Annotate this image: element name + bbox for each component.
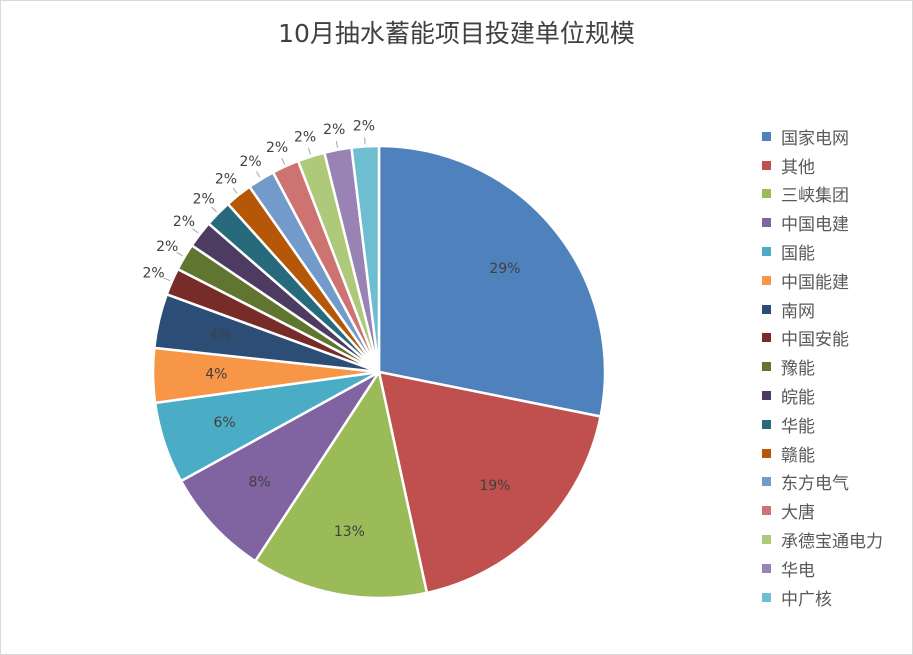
legend-swatch bbox=[762, 477, 771, 487]
legend-item: 大唐 bbox=[762, 496, 883, 525]
legend-label: 赣能 bbox=[781, 445, 815, 466]
legend-swatch bbox=[762, 592, 771, 602]
legend-item: 中广核 bbox=[762, 583, 883, 612]
leader-line bbox=[255, 171, 261, 178]
legend-label: 大唐 bbox=[781, 503, 815, 524]
pie-slice bbox=[350, 144, 381, 374]
legend-item: 国能 bbox=[762, 237, 883, 266]
data-label: 2% bbox=[239, 154, 261, 170]
data-label: 2% bbox=[353, 119, 375, 135]
legend-item: 南网 bbox=[762, 295, 883, 324]
legend-swatch bbox=[762, 362, 771, 372]
legend: 国家电网其他三峡集团中国电建国能中国能建南网中国安能豫能皖能华能赣能东方电气大唐… bbox=[762, 122, 883, 612]
legend-label: 三峡集团 bbox=[781, 186, 849, 207]
data-label: 2% bbox=[323, 122, 345, 138]
data-label: 29% bbox=[489, 261, 520, 277]
data-label: 2% bbox=[193, 191, 215, 207]
leader-line bbox=[307, 147, 311, 155]
legend-label: 华电 bbox=[781, 560, 815, 581]
legend-item: 皖能 bbox=[762, 381, 883, 410]
data-label: 6% bbox=[213, 415, 235, 431]
leader-line bbox=[281, 157, 286, 165]
leader-line bbox=[232, 187, 238, 194]
legend-swatch bbox=[762, 563, 771, 573]
legend-swatch bbox=[762, 160, 771, 170]
legend-label: 承德宝通电力 bbox=[781, 532, 883, 553]
data-label: 4% bbox=[209, 327, 231, 343]
data-label: 19% bbox=[479, 478, 510, 494]
legend-item: 赣能 bbox=[762, 439, 883, 468]
legend-label: 国家电网 bbox=[781, 128, 849, 149]
legend-label: 中国电建 bbox=[781, 215, 849, 236]
legend-item: 华能 bbox=[762, 410, 883, 439]
pie-slice bbox=[377, 370, 602, 595]
legend-label: 皖能 bbox=[781, 388, 815, 409]
legend-swatch bbox=[762, 506, 771, 516]
data-label: 2% bbox=[173, 214, 195, 230]
legend-swatch bbox=[762, 333, 771, 343]
legend-item: 豫能 bbox=[762, 352, 883, 381]
legend-label: 华能 bbox=[781, 416, 815, 437]
legend-swatch bbox=[762, 304, 771, 314]
legend-label: 东方电气 bbox=[781, 474, 849, 495]
legend-label: 南网 bbox=[781, 301, 815, 322]
legend-swatch bbox=[762, 247, 771, 257]
legend-swatch bbox=[762, 535, 771, 545]
pie-slice bbox=[253, 370, 429, 600]
pie-slice bbox=[179, 370, 381, 563]
data-label: 4% bbox=[205, 367, 227, 383]
pie-slice bbox=[377, 144, 607, 418]
legend-label: 中广核 bbox=[781, 589, 832, 610]
legend-item: 承德宝通电力 bbox=[762, 525, 883, 554]
legend-item: 东方电气 bbox=[762, 468, 883, 497]
legend-swatch bbox=[762, 419, 771, 429]
leader-line bbox=[176, 251, 183, 257]
legend-label: 国能 bbox=[781, 244, 815, 265]
data-label: 2% bbox=[294, 129, 316, 145]
legend-swatch bbox=[762, 391, 771, 401]
data-label: 2% bbox=[266, 140, 288, 156]
chart-title: 10月抽水蓄能项目投建单位规模 bbox=[278, 19, 635, 48]
legend-swatch bbox=[762, 448, 771, 458]
leader-line bbox=[211, 206, 217, 213]
legend-label: 豫能 bbox=[781, 359, 815, 380]
legend-label: 其他 bbox=[781, 157, 815, 178]
legend-item: 华电 bbox=[762, 554, 883, 583]
legend-item: 其他 bbox=[762, 151, 883, 180]
leader-line bbox=[192, 228, 199, 234]
legend-item: 中国电建 bbox=[762, 208, 883, 237]
legend-swatch bbox=[762, 275, 771, 285]
legend-swatch bbox=[762, 189, 771, 199]
data-label: 2% bbox=[215, 171, 237, 187]
legend-item: 中国能建 bbox=[762, 266, 883, 295]
legend-swatch bbox=[762, 218, 771, 228]
legend-label: 中国安能 bbox=[781, 330, 849, 351]
legend-label: 中国能建 bbox=[781, 272, 849, 293]
leader-line bbox=[163, 277, 171, 282]
data-label: 13% bbox=[334, 524, 365, 540]
data-label: 2% bbox=[142, 266, 164, 282]
data-label: 2% bbox=[156, 239, 178, 255]
legend-item: 中国安能 bbox=[762, 324, 883, 353]
legend-item: 国家电网 bbox=[762, 122, 883, 151]
legend-swatch bbox=[762, 131, 771, 141]
leader-line bbox=[335, 140, 338, 148]
data-label: 8% bbox=[248, 475, 270, 491]
legend-item: 三峡集团 bbox=[762, 180, 883, 209]
